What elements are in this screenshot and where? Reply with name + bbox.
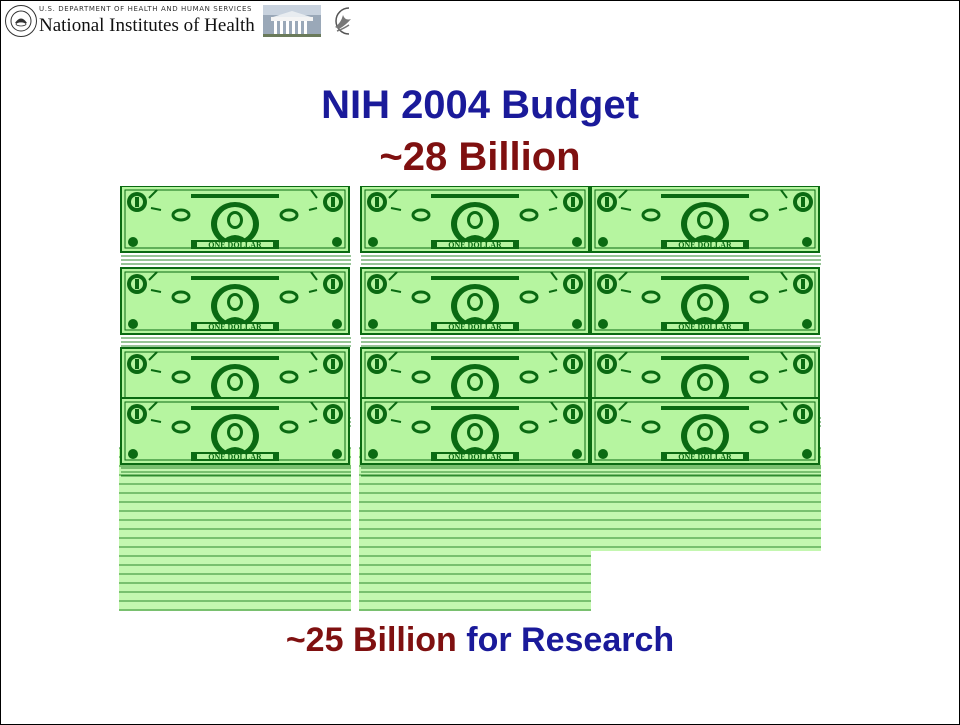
nih-seal-icon [5, 5, 37, 37]
bill-label: ONE DOLLAR [448, 241, 502, 250]
dollar-bill-icon: ONE DOLLAR [589, 396, 821, 477]
dollar-bill-icon: ONE DOLLAR [589, 266, 821, 347]
bill-label: ONE DOLLAR [678, 323, 732, 332]
dollar-bill-icon: ONE DOLLAR [359, 396, 591, 477]
bill-stack-1 [119, 447, 351, 611]
nih-header-logo: U.S. DEPARTMENT OF HEALTH AND HUMAN SERV… [3, 3, 373, 41]
bill-label: ONE DOLLAR [208, 453, 262, 462]
research-amount: ~25 Billion [285, 621, 457, 659]
agency-name: National Institutes of Health [39, 15, 255, 36]
bill-label: ONE DOLLAR [678, 453, 732, 462]
dollar-bill-icon: ONE DOLLAR [119, 396, 351, 477]
building-icon [263, 5, 321, 37]
bill-label: ONE DOLLAR [208, 241, 262, 250]
dollar-bill-icon: ONE DOLLAR [589, 186, 821, 265]
bill-label: ONE DOLLAR [448, 323, 502, 332]
dollar-bill-icon: ONE DOLLAR [359, 186, 591, 265]
hhs-eagle-icon [335, 7, 351, 35]
dollar-bill-icon: ONE DOLLAR [119, 186, 351, 265]
research-budget: ~25 Billion for Research [1, 621, 959, 660]
dollar-bill-icon: ONE DOLLAR [359, 266, 591, 347]
slide-title: NIH 2004 Budget [321, 83, 639, 127]
bill-label: ONE DOLLAR [678, 241, 732, 250]
dollar-bill-icon: ONE DOLLAR [119, 266, 351, 347]
agency-line: U.S. DEPARTMENT OF HEALTH AND HUMAN SERV… [39, 5, 253, 13]
research-label: for Research [466, 621, 675, 659]
budget-total: ~28 Billion [379, 135, 581, 179]
bill-label: ONE DOLLAR [448, 453, 502, 462]
bill-stack-2 [359, 447, 591, 611]
money-stacks-illustration: ONE DOLLAR ONE DOLLAR ONE DOLLAR ONE DOLLAR… [119, 186, 821, 611]
bill-label: ONE DOLLAR [208, 323, 262, 332]
bill-stack-3 [589, 447, 821, 551]
